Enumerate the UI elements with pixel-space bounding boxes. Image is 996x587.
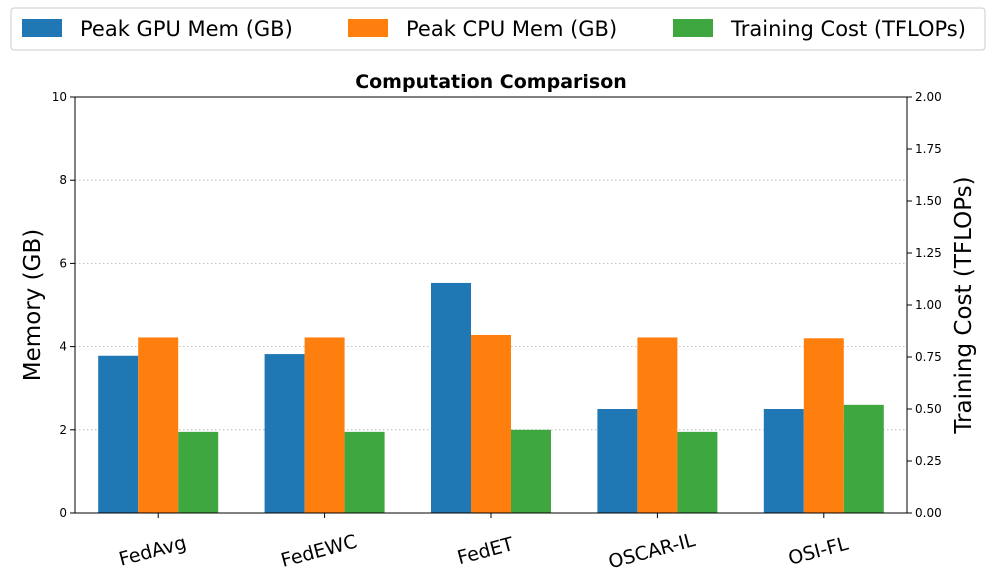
left-tick-label: 8 <box>59 173 67 187</box>
bar-oscar-il-0 <box>597 409 638 513</box>
left-tick-label: 4 <box>59 340 67 354</box>
bar-fedet-0 <box>431 282 471 513</box>
bar-fedavg-2 <box>178 431 219 513</box>
bar-fedewc-0 <box>264 354 305 513</box>
left-tick-label: 10 <box>52 90 67 104</box>
right-tick-label: 1.00 <box>915 298 942 312</box>
bar-fedewc-2 <box>344 431 385 513</box>
right-tick-label: 0.25 <box>915 454 942 468</box>
right-tick-label: 0.00 <box>915 506 942 520</box>
legend-swatch-gpu-mem <box>22 19 62 37</box>
right-tick-label: 0.75 <box>915 350 942 364</box>
legend-frame <box>10 7 986 51</box>
right-tick-label: 1.75 <box>915 142 942 156</box>
y-axis-label-right: Training Cost (TFLOPs) <box>951 176 977 434</box>
legend-label-gpu-mem: Peak GPU Mem (GB) <box>80 17 293 41</box>
bar-fedewc-1 <box>304 337 345 513</box>
bar-fedet-1 <box>471 334 511 513</box>
legend-label-training-cost: Training Cost (TFLOPs) <box>730 17 966 41</box>
bar-osi-fl-0 <box>763 409 804 513</box>
bars <box>98 282 884 513</box>
category-label: FedET <box>455 533 516 569</box>
category-label: FedEWC <box>279 531 360 572</box>
right-tick-label: 1.25 <box>915 246 942 260</box>
bar-oscar-il-2 <box>677 431 718 513</box>
right-axis-ticks: 0.00 0.25 0.50 0.75 1.00 1.25 1.50 1.75 2.00 <box>907 90 942 520</box>
bar-fedavg-1 <box>138 337 179 513</box>
category-label: OSI-FL <box>786 533 851 570</box>
bar-fedet-2 <box>511 429 551 513</box>
right-tick-label: 0.50 <box>915 402 942 416</box>
category-ticks: FedAvg FedEWC FedET OSCAR-IL OSI-FL <box>117 513 851 573</box>
left-tick-label: 0 <box>59 506 67 520</box>
plot-frame <box>74 96 908 514</box>
category-label: FedAvg <box>117 532 189 571</box>
left-tick-label: 6 <box>59 256 67 270</box>
y-axis-label-left: Memory (GB) <box>20 229 46 381</box>
left-axis-ticks: 0 2 4 6 8 10 <box>52 90 75 520</box>
right-tick-label: 1.50 <box>915 194 942 208</box>
bar-fedavg-0 <box>98 355 139 513</box>
left-tick-label: 2 <box>59 423 67 437</box>
legend-swatch-training-cost <box>673 19 713 37</box>
legend-swatch-cpu-mem <box>348 19 388 37</box>
bar-osi-fl-2 <box>843 404 884 513</box>
legend: Peak GPU Mem (GB) Peak CPU Mem (GB) Trai… <box>10 7 986 51</box>
legend-label-cpu-mem: Peak CPU Mem (GB) <box>406 17 617 41</box>
bar-oscar-il-1 <box>637 337 678 513</box>
bar-osi-fl-1 <box>803 338 844 513</box>
right-tick-label: 2.00 <box>915 90 942 104</box>
category-label: OSCAR-IL <box>606 529 698 573</box>
chart-title: Computation Comparison <box>355 71 627 93</box>
